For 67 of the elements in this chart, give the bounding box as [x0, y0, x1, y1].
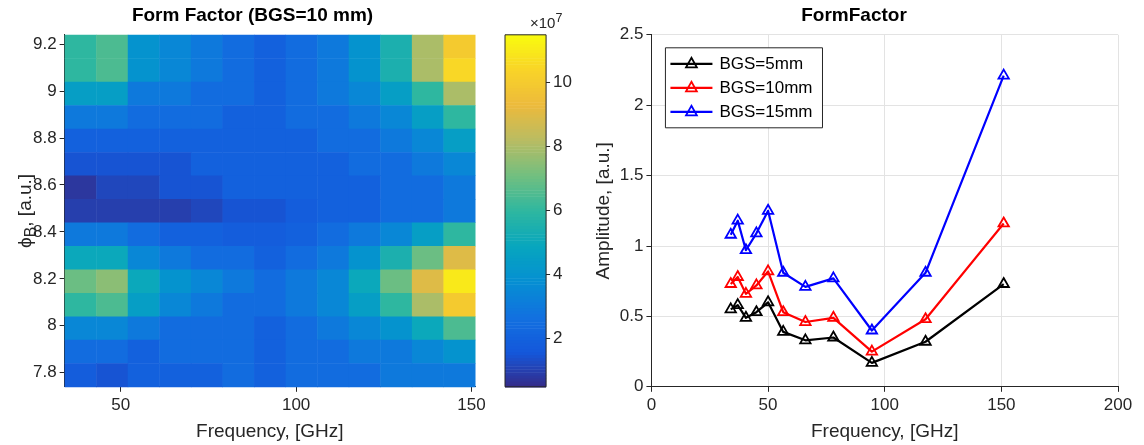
y-tick-label: 7.8: [32, 362, 57, 382]
y-tick-label: 9: [47, 80, 57, 100]
point: [731, 270, 744, 281]
point: [777, 324, 790, 336]
point: [750, 226, 763, 238]
point: [799, 315, 812, 326]
point: [997, 277, 1010, 288]
point: [731, 298, 744, 310]
chart-title: Form Factor (BGS=10 mm): [131, 3, 374, 25]
point: [919, 265, 932, 277]
x-tick-label: 100: [870, 394, 899, 414]
point: [827, 310, 840, 322]
y-tick-label: 0.5: [619, 306, 644, 326]
x-axis-title: Frequency, [GHz]: [810, 419, 959, 441]
point: [731, 213, 744, 225]
point: [827, 271, 840, 283]
point: [761, 203, 775, 215]
point: [997, 216, 1010, 228]
point: [739, 243, 753, 255]
point: [761, 295, 775, 307]
color-bar-label: 2: [553, 328, 563, 348]
y-tick-label: 8.8: [32, 127, 57, 147]
y-tick-label: 9.2: [32, 33, 57, 53]
point: [865, 355, 878, 367]
y-tick-label: 2: [633, 94, 644, 114]
x-axis-title: Frequency, [GHz]: [196, 419, 344, 441]
color-bar-label: 4: [553, 264, 563, 284]
legend-label: BGS=5mm: [719, 54, 804, 74]
x-tick-label: 200: [1103, 394, 1133, 414]
legend-label: BGS=10mm: [719, 78, 813, 98]
x-tick-label: 0: [646, 394, 657, 414]
x-tick-label: 150: [457, 394, 486, 414]
point: [827, 330, 840, 342]
point: [777, 305, 790, 317]
legend-label: BGS=15mm: [719, 102, 813, 122]
x-tick-label: 100: [281, 394, 311, 414]
color-bar-label: 10: [553, 72, 573, 92]
point: [761, 264, 775, 276]
color-bar-label: 8: [553, 136, 563, 156]
y-tick-label: 8: [47, 315, 57, 335]
y-axis-title: Amplitude, [a.u.]: [591, 142, 613, 280]
point: [724, 302, 737, 314]
y-tick-label: 8.2: [32, 268, 57, 288]
point: [739, 310, 753, 322]
y-tick-label: 1.5: [619, 165, 644, 185]
point: [777, 265, 790, 277]
color-bar-title: ×10$^{7}$: [530, 10, 563, 31]
point: [865, 344, 878, 356]
point: [799, 333, 812, 345]
x-tick-label: 50: [111, 394, 131, 414]
x-tick-label: 150: [987, 394, 1016, 414]
point: [865, 323, 878, 335]
x-tick-label: 50: [758, 394, 778, 414]
color-bar-label: 6: [553, 200, 563, 220]
chart-title: FormFactor: [801, 3, 908, 25]
point: [919, 334, 932, 346]
point: [750, 305, 763, 317]
y-tick-label: 0: [633, 376, 644, 396]
y-tick-label: 1: [633, 235, 644, 255]
point: [724, 227, 737, 239]
point: [799, 279, 812, 291]
point: [750, 278, 763, 290]
y-tick-label: 2.5: [619, 24, 644, 44]
point: [997, 68, 1010, 80]
point: [724, 277, 737, 288]
point: [739, 286, 753, 298]
point: [919, 312, 932, 324]
